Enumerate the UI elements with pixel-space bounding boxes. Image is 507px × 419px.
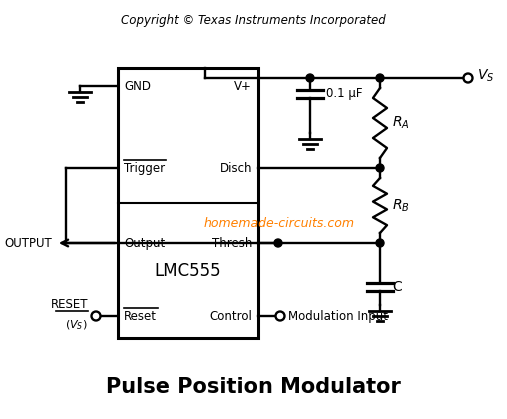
Circle shape [91, 311, 100, 321]
Circle shape [376, 74, 384, 82]
Text: Thresh: Thresh [211, 236, 252, 249]
Circle shape [463, 73, 473, 83]
Circle shape [376, 164, 384, 172]
Text: V+: V+ [234, 80, 252, 93]
Text: Reset: Reset [124, 310, 157, 323]
Text: Trigger: Trigger [124, 161, 165, 174]
Circle shape [274, 239, 282, 247]
Text: Output: Output [124, 236, 165, 249]
Text: Disch: Disch [220, 161, 252, 174]
Text: Pulse Position Modulator: Pulse Position Modulator [105, 377, 401, 397]
Circle shape [376, 239, 384, 247]
Text: GND: GND [124, 80, 151, 93]
Text: $R_A$: $R_A$ [392, 115, 410, 131]
Text: LMC555: LMC555 [155, 262, 222, 280]
Bar [118, 68, 258, 338]
Text: Control: Control [209, 310, 252, 323]
Text: $(V_S)$: $(V_S)$ [65, 318, 88, 331]
Text: homemade-circuits.com: homemade-circuits.com [203, 217, 354, 230]
Text: C: C [392, 280, 402, 294]
Text: $V_S$: $V_S$ [477, 68, 494, 84]
Text: 0.1 μF: 0.1 μF [326, 88, 363, 101]
Text: $R_B$: $R_B$ [392, 197, 410, 214]
Text: Copyright © Texas Instruments Incorporated: Copyright © Texas Instruments Incorporat… [121, 14, 385, 27]
Circle shape [306, 74, 314, 82]
Text: RESET: RESET [51, 298, 88, 311]
Circle shape [275, 311, 284, 321]
Text: Modulation Input: Modulation Input [288, 310, 388, 323]
Text: OUTPUT: OUTPUT [4, 236, 52, 249]
